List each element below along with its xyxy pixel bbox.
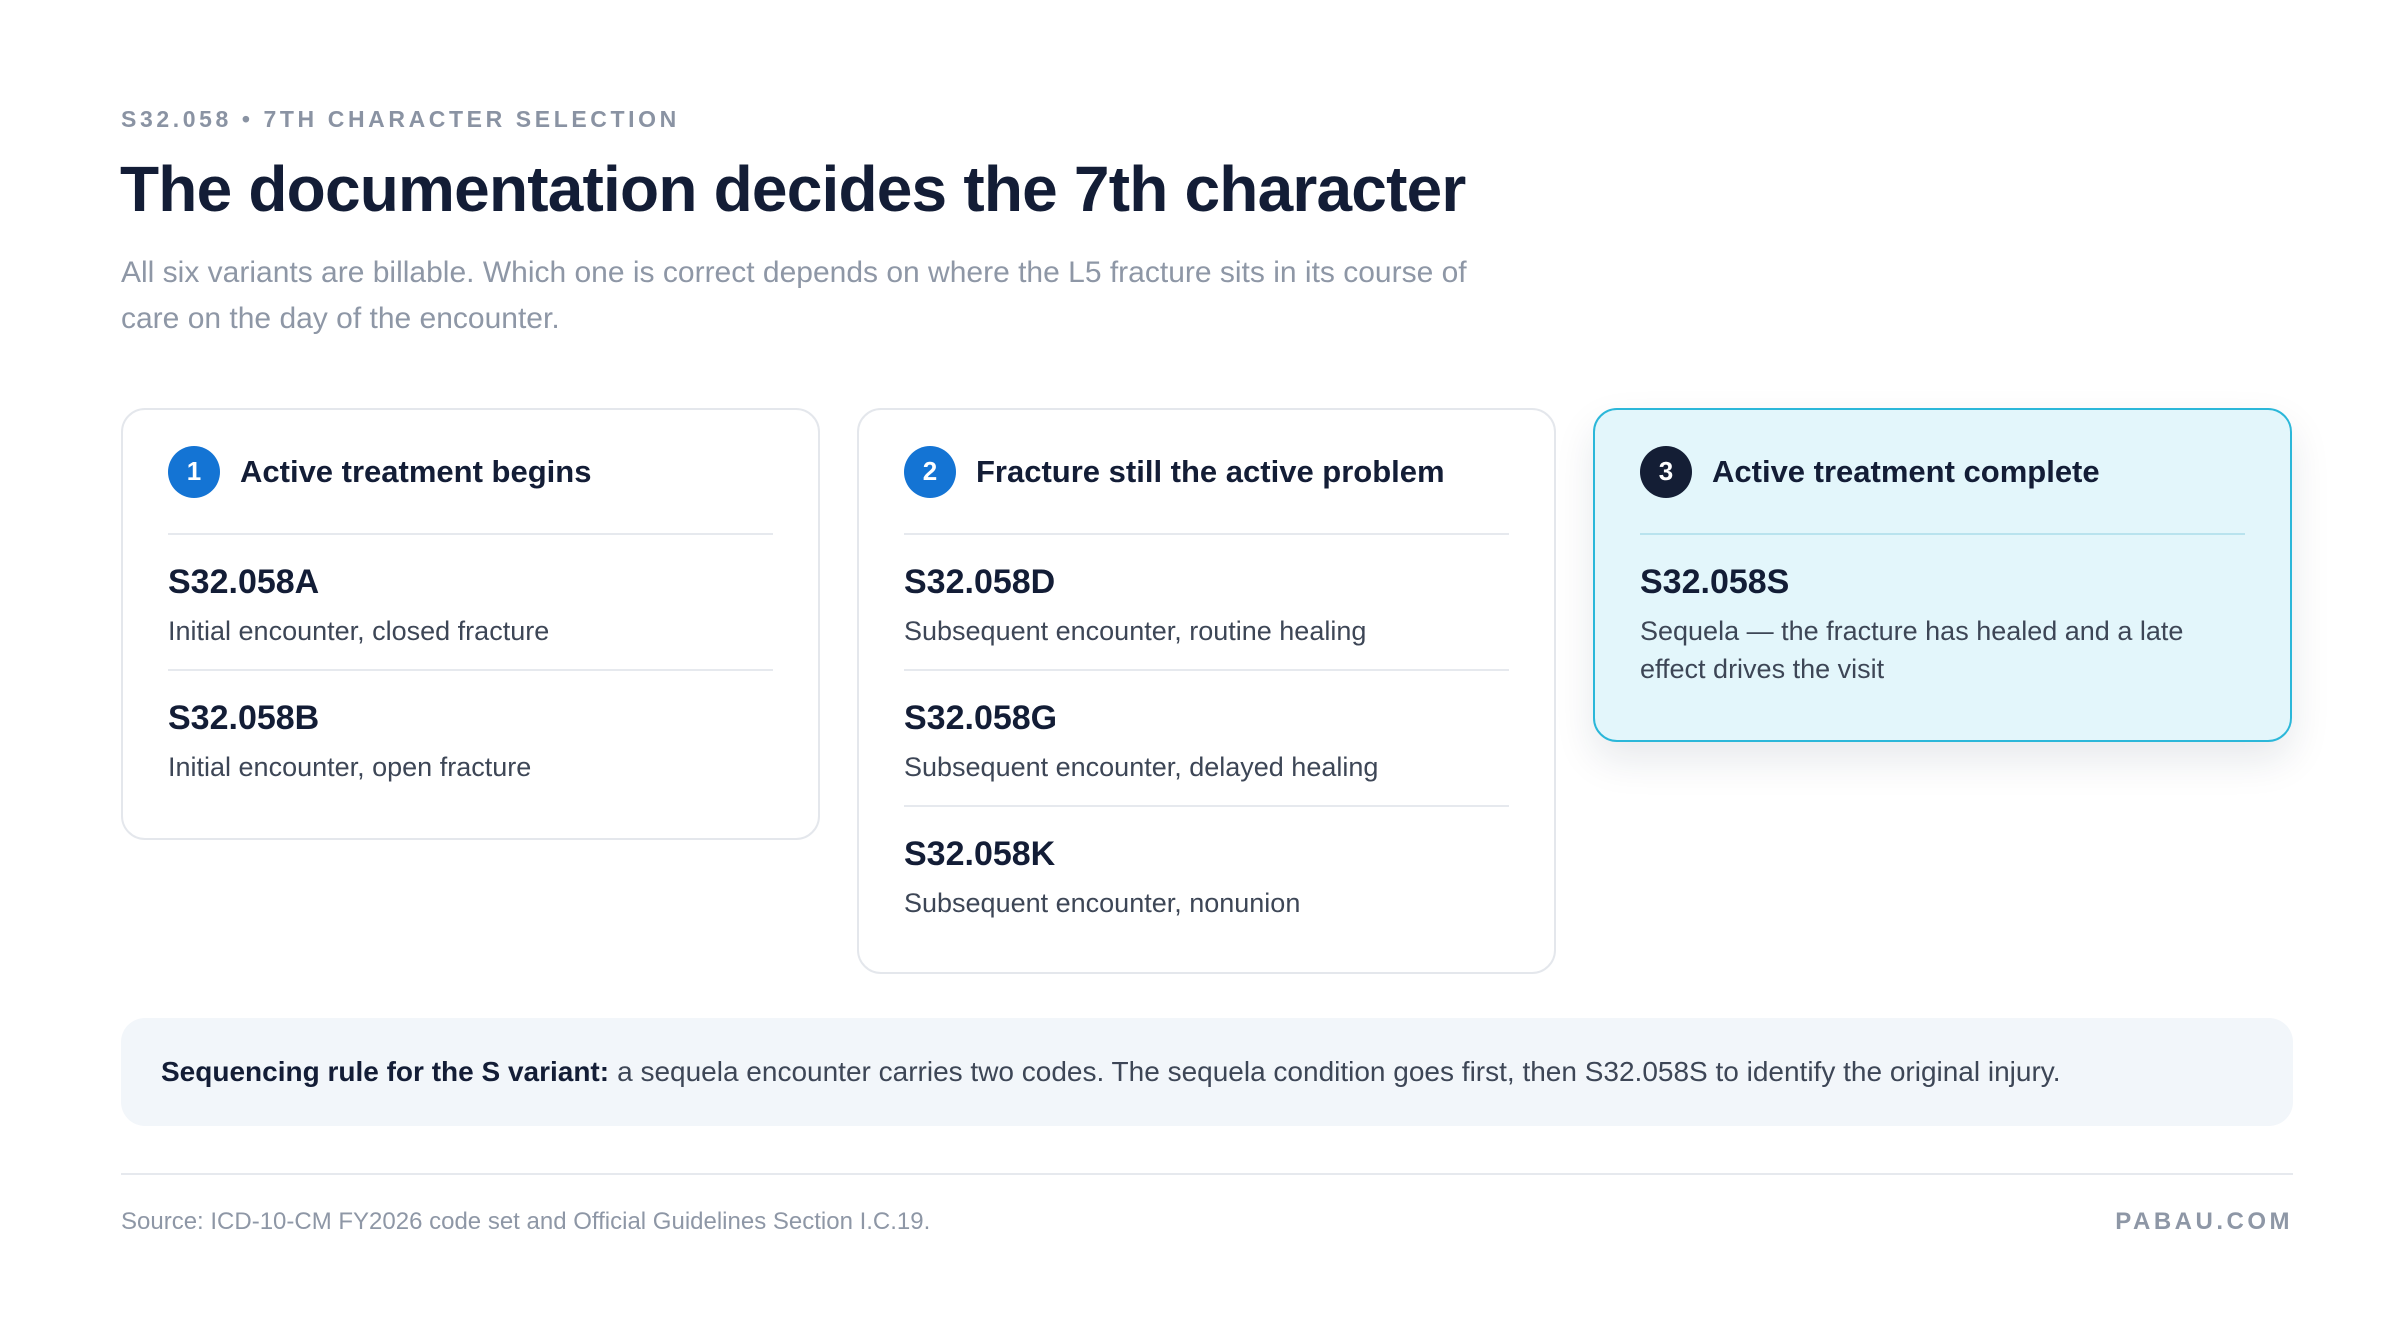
stage-card-active-treatment-begins: 1 Active treatment begins S32.058A Initi…: [121, 408, 820, 840]
code-description: Subsequent encounter, nonunion: [904, 888, 1301, 918]
code-description: Subsequent encounter, routine healing: [904, 616, 1367, 646]
page-subtitle: All six variants are billable. Which one…: [121, 256, 1467, 335]
eyebrow-label: S32.058 • 7TH CHARACTER SELECTION: [121, 106, 680, 132]
code-row: S32.058D Subsequent encounter, routine h…: [904, 535, 1509, 671]
card-header: 2 Fracture still the active problem: [904, 410, 1509, 535]
card-header: 3 Active treatment complete: [1640, 410, 2245, 535]
rule-text: a sequela encounter carries two codes. T…: [617, 1056, 2061, 1087]
code-value: S32.058B: [168, 699, 320, 737]
card-header: 1 Active treatment begins: [168, 410, 773, 535]
code-row: S32.058S Sequela — the fracture has heal…: [1640, 535, 2245, 688]
stage-card-fracture-active-problem: 2 Fracture still the active problem S32.…: [857, 408, 1556, 974]
brand-link[interactable]: PABAU.COM: [2115, 1208, 2293, 1235]
code-row: S32.058A Initial encounter, closed fract…: [168, 535, 773, 671]
step-number-badge: 2: [904, 445, 956, 498]
code-value: S32.058G: [904, 699, 1058, 737]
step-number-badge: 3: [1640, 445, 1692, 498]
code-row: S32.058B Initial encounter, open fractur…: [168, 671, 773, 807]
code-value: S32.058D: [904, 563, 1056, 601]
code-value: S32.058A: [168, 563, 320, 601]
footer-divider: [121, 1173, 2293, 1175]
card-title: Active treatment complete: [1712, 453, 2100, 489]
code-row: S32.058G Subsequent encounter, delayed h…: [904, 671, 1509, 807]
source-note: Source: ICD-10-CM FY2026 code set and Of…: [121, 1208, 931, 1235]
code-row: S32.058K Subsequent encounter, nonunion: [904, 807, 1509, 943]
code-description: Subsequent encounter, delayed healing: [904, 752, 1379, 782]
code-description: Initial encounter, open fracture: [168, 752, 532, 782]
page-title: The documentation decides the 7th charac…: [120, 153, 1466, 225]
code-value: S32.058K: [904, 835, 1056, 873]
code-description: Sequela — the fracture has healed and a …: [1640, 616, 2184, 684]
stage-card-active-treatment-complete: 3 Active treatment complete S32.058S Seq…: [1593, 408, 2292, 742]
sequencing-rule-callout: Sequencing rule for the S variant: a seq…: [121, 1018, 2293, 1126]
card-title: Fracture still the active problem: [976, 453, 1445, 489]
code-description: Initial encounter, closed fracture: [168, 616, 550, 646]
card-title: Active treatment begins: [240, 453, 592, 489]
step-number-badge: 1: [168, 445, 220, 498]
code-value: S32.058S: [1640, 563, 1790, 601]
rule-label: Sequencing rule for the S variant:: [161, 1056, 610, 1087]
